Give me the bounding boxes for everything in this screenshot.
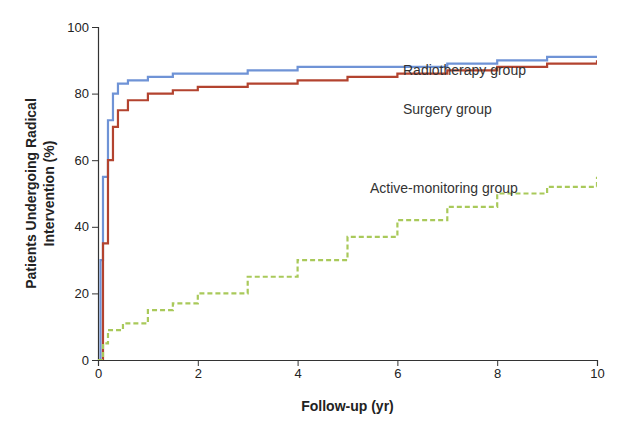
tick: 6: [394, 360, 401, 381]
tick-label: 8: [494, 366, 501, 381]
tick: 80: [75, 86, 98, 101]
tick: 100: [67, 20, 98, 35]
axis-line: [99, 361, 598, 367]
tick-mark: [298, 360, 299, 366]
tick: 10: [590, 360, 604, 381]
axis-line: [92, 28, 99, 361]
tick-label: 0: [95, 366, 102, 381]
tick: 4: [294, 360, 301, 381]
tick-mark: [92, 360, 98, 361]
tick-mark: [92, 227, 98, 228]
tick-mark: [92, 94, 98, 95]
series-line: [98, 57, 597, 360]
tick: 2: [195, 360, 202, 381]
tick-mark: [397, 360, 398, 366]
tick-label: 100: [67, 20, 89, 35]
series-line: [98, 177, 597, 360]
tick-mark: [198, 360, 199, 366]
tick-mark: [497, 360, 498, 366]
tick-label: 40: [75, 219, 89, 234]
tick-label: 80: [75, 86, 89, 101]
tick-mark: [92, 160, 98, 161]
x-axis: 0 2 4 6 8 10: [95, 360, 605, 381]
lines: [98, 57, 597, 360]
series-label: Active-monitoring group: [370, 180, 518, 196]
y-axis-title-line: Patients Undergoing Radical: [23, 98, 39, 289]
series-label: Surgery group: [403, 101, 492, 117]
tick-label: 0: [82, 353, 89, 368]
tick: 8: [494, 360, 501, 381]
tick-label: 2: [195, 366, 202, 381]
tick-mark: [92, 293, 98, 294]
tick: 0: [95, 360, 102, 381]
tick-label: 4: [294, 366, 301, 381]
series-label: Radiotherapy group: [403, 62, 526, 78]
y-axis-title: Patients Undergoing RadicalIntervention …: [23, 98, 57, 289]
tick: 40: [75, 219, 98, 234]
tick-label: 10: [590, 366, 604, 381]
tick: 60: [75, 153, 98, 168]
tick-mark: [597, 360, 598, 366]
tick: 20: [75, 286, 98, 301]
y-axis: 0 20 40 60 80 100: [67, 20, 98, 368]
plot-area: 0246810020406080100Radiotherapy groupSur…: [67, 20, 604, 382]
y-axis-title-line: Intervention (%): [41, 141, 57, 247]
tick-mark: [92, 27, 98, 28]
tick: 0: [82, 353, 98, 368]
x-axis-title: Follow-up (yr): [301, 398, 394, 414]
chart: 0246810020406080100Radiotherapy groupSur…: [0, 0, 620, 434]
tick-label: 60: [75, 153, 89, 168]
tick-label: 6: [394, 366, 401, 381]
tick-label: 20: [75, 286, 89, 301]
series-line: [98, 60, 597, 360]
